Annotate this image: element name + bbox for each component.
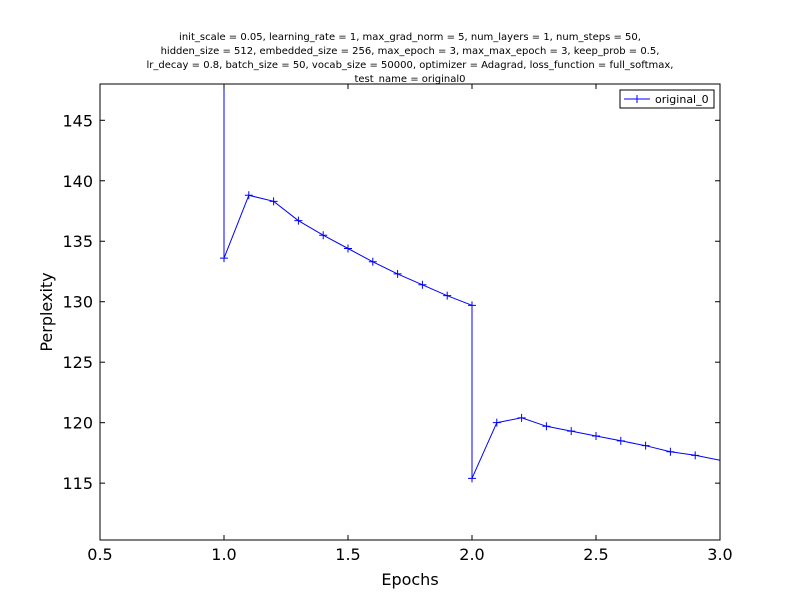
data-point <box>616 436 625 445</box>
x-tick-label: 2.5 <box>583 545 608 564</box>
legend: original_0 <box>619 89 715 109</box>
title-line: lr_decay = 0.8, batch_size = 50, vocab_s… <box>147 60 674 71</box>
y-tick-label: 135 <box>62 232 93 251</box>
y-tick-label: 145 <box>62 111 93 130</box>
x-tick-label: 2.0 <box>459 545 484 564</box>
series-group <box>220 84 720 483</box>
data-point <box>443 291 452 300</box>
title-line: init_scale = 0.05, learning_rate = 1, ma… <box>179 32 641 43</box>
data-point <box>567 427 576 436</box>
y-tick-label: 120 <box>62 414 93 433</box>
series-line <box>223 84 720 479</box>
data-point <box>691 451 700 460</box>
x-tick-label: 3.0 <box>707 545 732 564</box>
data-point <box>517 413 526 422</box>
y-tick-label: 130 <box>62 293 93 312</box>
y-tick-label: 140 <box>62 172 93 191</box>
chart-title: init_scale = 0.05, learning_rate = 1, ma… <box>147 32 674 85</box>
y-axis-label: Perplexity <box>37 272 56 351</box>
y-tick-label: 125 <box>62 353 93 372</box>
x-tick-label: 0.5 <box>87 545 112 564</box>
data-point <box>592 431 600 440</box>
data-point <box>393 269 402 278</box>
x-axis-label: Epochs <box>381 570 438 589</box>
data-point <box>294 216 303 225</box>
legend-marker <box>633 95 641 103</box>
data-point <box>319 231 328 240</box>
data-point <box>468 301 476 310</box>
y-tick-label: 115 <box>62 474 93 493</box>
data-point <box>641 441 650 450</box>
x-axis-ticks: 0.5 1.0 1.5 2.0 2.5 3.0 <box>87 84 733 564</box>
legend-label: original_0 <box>655 93 709 106</box>
data-point <box>220 254 228 263</box>
x-tick-label: 1.0 <box>211 545 236 564</box>
data-point <box>244 191 253 200</box>
data-point <box>344 244 352 253</box>
data-point <box>542 422 551 431</box>
series-original_0 <box>220 84 720 483</box>
data-point <box>468 474 476 483</box>
data-point <box>368 257 377 266</box>
x-tick-label: 1.5 <box>335 545 360 564</box>
title-line: test_name = original0 <box>354 74 465 85</box>
data-point <box>492 418 501 427</box>
plot-frame <box>99 83 721 541</box>
legend-box <box>619 89 715 109</box>
title-line: hidden_size = 512, embedded_size = 256, … <box>161 46 660 57</box>
data-point <box>418 280 427 289</box>
data-point <box>666 447 675 456</box>
data-point <box>269 197 278 206</box>
y-axis-ticks: 115 120 125 130 135 140 145 <box>62 111 720 493</box>
